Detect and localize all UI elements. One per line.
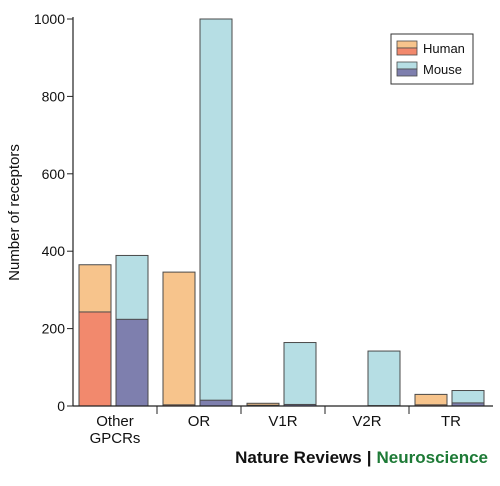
x-tick-label: TR (441, 413, 461, 430)
credit-section: Neuroscience (376, 448, 489, 467)
y-tick-label: 600 (42, 166, 66, 182)
y-tick-label: 200 (42, 321, 66, 337)
legend-swatch-total (396, 61, 418, 70)
legend-swatch-total (396, 40, 418, 49)
plot-area: 0 200 400 600 800 1000 Number of receptors Othe… (6, 11, 493, 447)
x-tick-label: Other (96, 413, 134, 430)
bar-human-total (414, 393, 448, 407)
y-tick-label: 0 (57, 398, 65, 414)
y-tick-label: 400 (42, 243, 66, 259)
y-axis-label: Number of receptors (6, 144, 23, 281)
x-tick-label: OR (188, 413, 211, 430)
bar-mouse-total (367, 350, 401, 407)
credit-journal: Nature Reviews (235, 448, 362, 467)
bar-mouse-functional (115, 318, 149, 407)
x-tick-label: GPCRs (90, 430, 141, 447)
legend-swatch-functional (396, 47, 418, 56)
x-tick-label: V2R (352, 413, 381, 430)
y-tick-label: 800 (42, 88, 66, 104)
publication-credit: Nature Reviews | Neuroscience (0, 448, 488, 468)
legend-label: Human (423, 41, 465, 56)
bar-mouse-functional (199, 399, 233, 407)
y-tick-label: 1000 (34, 11, 65, 27)
bar-human-total (162, 271, 196, 407)
credit-separator: | (366, 448, 372, 467)
legend-label: Mouse (423, 62, 462, 77)
bar-mouse-total (199, 18, 233, 407)
bar-human-functional (78, 311, 112, 407)
legend-swatch-functional (396, 68, 418, 77)
x-tick-label: V1R (268, 413, 297, 430)
bar-mouse-total (283, 342, 317, 407)
